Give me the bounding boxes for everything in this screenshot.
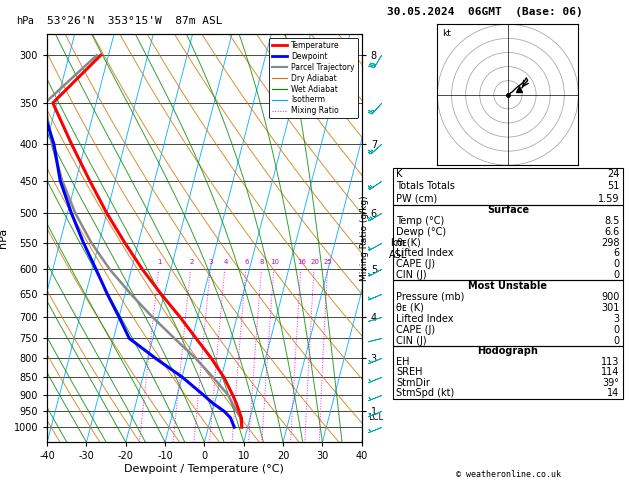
Text: 0: 0 bbox=[613, 270, 620, 280]
Text: 3: 3 bbox=[209, 259, 213, 264]
Text: 114: 114 bbox=[601, 367, 620, 378]
Text: Lifted Index: Lifted Index bbox=[396, 248, 454, 259]
Text: 30.05.2024  06GMT  (Base: 06): 30.05.2024 06GMT (Base: 06) bbox=[387, 7, 582, 17]
Text: PW (cm): PW (cm) bbox=[396, 194, 438, 204]
Text: 1.59: 1.59 bbox=[598, 194, 620, 204]
Text: 0: 0 bbox=[613, 259, 620, 269]
Text: 4: 4 bbox=[223, 259, 228, 264]
Text: hPa: hPa bbox=[16, 16, 33, 26]
Text: 298: 298 bbox=[601, 238, 620, 248]
Text: EH: EH bbox=[396, 357, 409, 367]
Y-axis label: km
ASL: km ASL bbox=[389, 238, 407, 260]
Text: kt: kt bbox=[442, 29, 450, 37]
Text: 2: 2 bbox=[189, 259, 194, 264]
Text: 6: 6 bbox=[244, 259, 249, 264]
Text: K: K bbox=[396, 169, 403, 179]
Text: 1: 1 bbox=[157, 259, 162, 264]
Text: 14: 14 bbox=[608, 388, 620, 399]
Text: 6: 6 bbox=[613, 248, 620, 259]
Text: Temp (°C): Temp (°C) bbox=[396, 216, 445, 226]
Legend: Temperature, Dewpoint, Parcel Trajectory, Dry Adiabat, Wet Adiabat, Isotherm, Mi: Temperature, Dewpoint, Parcel Trajectory… bbox=[269, 38, 358, 119]
Text: CAPE (J): CAPE (J) bbox=[396, 259, 435, 269]
Text: 8.5: 8.5 bbox=[604, 216, 620, 226]
Text: CIN (J): CIN (J) bbox=[396, 335, 427, 346]
Text: 51: 51 bbox=[607, 181, 620, 191]
Text: Dewp (°C): Dewp (°C) bbox=[396, 227, 447, 237]
Text: Most Unstable: Most Unstable bbox=[469, 281, 547, 291]
Text: 900: 900 bbox=[601, 292, 620, 302]
Text: Pressure (mb): Pressure (mb) bbox=[396, 292, 465, 302]
Text: 6.6: 6.6 bbox=[604, 227, 620, 237]
Text: 301: 301 bbox=[601, 303, 620, 312]
Text: 8: 8 bbox=[260, 259, 264, 264]
Text: Lifted Index: Lifted Index bbox=[396, 313, 454, 324]
Text: StmDir: StmDir bbox=[396, 378, 430, 388]
Text: 0: 0 bbox=[613, 335, 620, 346]
Text: θᴇ (K): θᴇ (K) bbox=[396, 303, 424, 312]
Text: θᴇ(K): θᴇ(K) bbox=[396, 238, 421, 248]
Text: 39°: 39° bbox=[603, 378, 620, 388]
Text: 113: 113 bbox=[601, 357, 620, 367]
Text: SREH: SREH bbox=[396, 367, 423, 378]
Text: LCL: LCL bbox=[368, 413, 383, 422]
Text: © weatheronline.co.uk: © weatheronline.co.uk bbox=[456, 469, 560, 479]
Text: Totals Totals: Totals Totals bbox=[396, 181, 455, 191]
Text: CIN (J): CIN (J) bbox=[396, 270, 427, 280]
Text: 24: 24 bbox=[607, 169, 620, 179]
Y-axis label: hPa: hPa bbox=[0, 228, 8, 248]
Text: CAPE (J): CAPE (J) bbox=[396, 325, 435, 334]
Text: 25: 25 bbox=[323, 259, 332, 264]
Text: 53°26'N  353°15'W  87m ASL: 53°26'N 353°15'W 87m ASL bbox=[47, 16, 223, 26]
Text: Surface: Surface bbox=[487, 206, 529, 215]
Text: 16: 16 bbox=[297, 259, 306, 264]
Text: StmSpd (kt): StmSpd (kt) bbox=[396, 388, 455, 399]
Text: Mixing Ratio (g/kg): Mixing Ratio (g/kg) bbox=[360, 195, 369, 281]
Text: 20: 20 bbox=[310, 259, 319, 264]
Text: 10: 10 bbox=[270, 259, 279, 264]
Text: Hodograph: Hodograph bbox=[477, 347, 538, 356]
Text: 3: 3 bbox=[613, 313, 620, 324]
Text: 0: 0 bbox=[613, 325, 620, 334]
X-axis label: Dewpoint / Temperature (°C): Dewpoint / Temperature (°C) bbox=[125, 464, 284, 474]
